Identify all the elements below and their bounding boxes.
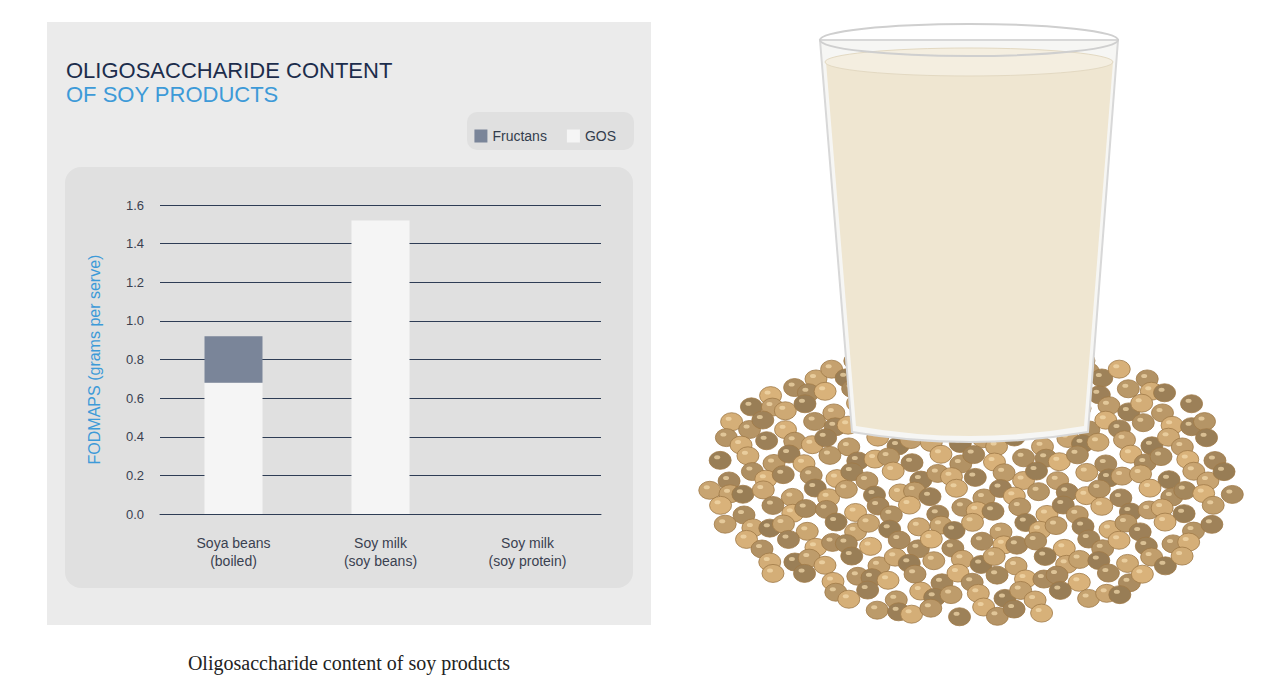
svg-text:1.0: 1.0 <box>126 313 144 328</box>
svg-text:OF SOY PRODUCTS: OF SOY PRODUCTS <box>66 82 278 107</box>
svg-text:1.2: 1.2 <box>126 275 144 290</box>
svg-text:0.2: 0.2 <box>126 468 144 483</box>
svg-text:FODMAPS (grams per serve): FODMAPS (grams per serve) <box>86 255 103 465</box>
svg-text:OLIGOSACCHARIDE CONTENT: OLIGOSACCHARIDE CONTENT <box>66 58 392 83</box>
svg-text:0.6: 0.6 <box>126 391 144 406</box>
svg-text:Soya beans: Soya beans <box>197 535 271 551</box>
svg-text:Fructans: Fructans <box>492 128 546 144</box>
svg-text:1.6: 1.6 <box>126 198 144 213</box>
svg-text:(soy protein): (soy protein) <box>489 553 567 569</box>
svg-text:Soy milk: Soy milk <box>501 535 555 551</box>
svg-text:GOS: GOS <box>585 128 616 144</box>
svg-text:0.0: 0.0 <box>126 507 144 522</box>
svg-text:0.4: 0.4 <box>126 429 144 444</box>
svg-text:0.8: 0.8 <box>126 352 144 367</box>
svg-text:1.4: 1.4 <box>126 236 144 251</box>
svg-text:(boiled): (boiled) <box>210 553 257 569</box>
svg-text:Soy milk: Soy milk <box>354 535 408 551</box>
svg-text:(soy beans): (soy beans) <box>344 553 417 569</box>
html-text:Oligosaccharide content of soy: Oligosaccharide content of soy products <box>187 652 511 674</box>
